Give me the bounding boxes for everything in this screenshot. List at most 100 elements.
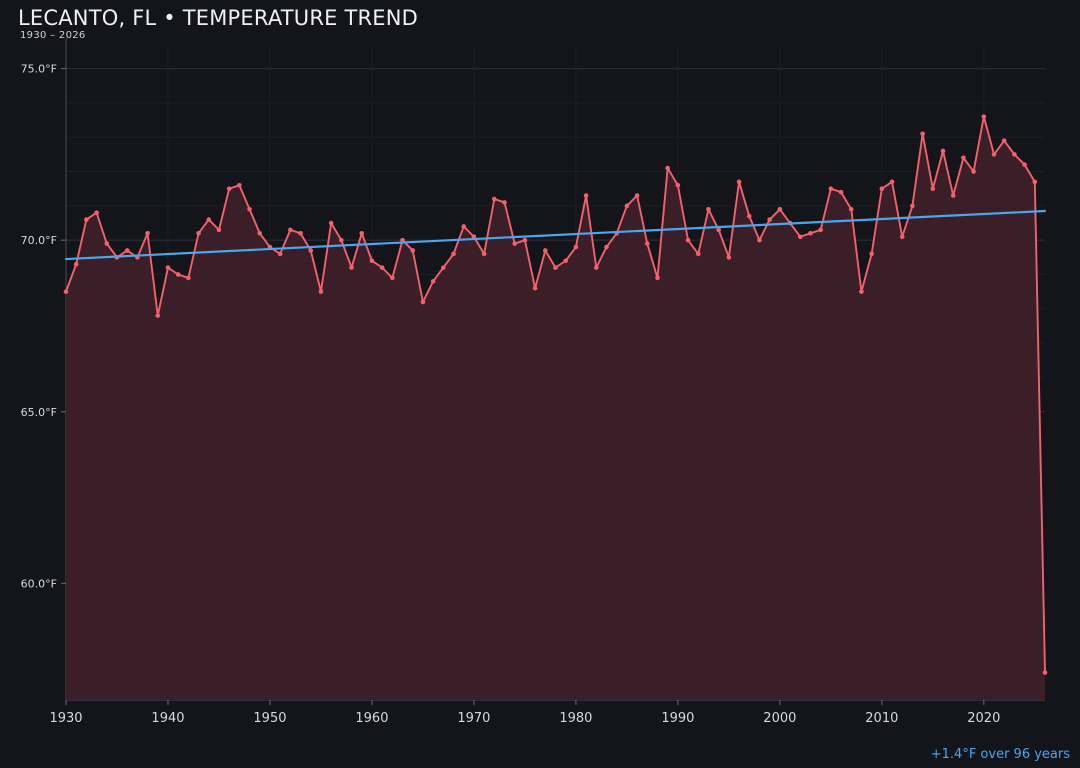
data-point-marker: [726, 255, 732, 260]
trend-summary-label: +1.4°F over 96 years: [930, 747, 1070, 762]
data-point-marker: [644, 241, 650, 246]
page-title: LECANTO, FL • TEMPERATURE TREND: [18, 6, 419, 30]
x-axis-tick-label: 1940: [151, 711, 184, 726]
y-axis-tick-label: 75.0°F: [21, 63, 57, 76]
data-point-marker: [675, 182, 681, 188]
data-point-marker: [349, 265, 354, 270]
data-point-marker: [553, 265, 558, 270]
data-point-marker: [624, 203, 630, 209]
data-point-marker: [63, 289, 69, 294]
data-point-marker: [879, 186, 885, 191]
x-axis-tick-label: 1950: [253, 711, 286, 726]
data-point-marker: [206, 217, 212, 222]
data-point-marker: [767, 217, 772, 222]
x-axis-tick-label: 1980: [559, 711, 592, 726]
data-point-marker: [910, 203, 915, 209]
trend-line: [64, 209, 1047, 261]
data-point-marker: [400, 237, 405, 243]
data-point-marker: [1042, 670, 1048, 675]
data-point-marker: [563, 258, 568, 264]
x-axis-tick-label: 1960: [355, 711, 388, 726]
data-point-marker: [237, 182, 242, 188]
data-point-marker: [777, 206, 783, 212]
data-point-marker: [175, 272, 181, 277]
data-point-marker: [461, 224, 467, 229]
data-point-marker: [971, 169, 976, 174]
data-point-marker: [257, 231, 263, 236]
y-axis-tick-label: 70.0°F: [21, 234, 57, 247]
data-point-marker: [950, 193, 956, 198]
data-point-marker: [298, 231, 303, 236]
data-point-marker: [848, 206, 854, 212]
x-axis-tick-label: 2000: [763, 711, 796, 726]
data-point-marker: [899, 234, 905, 240]
chart-subtitle: 1930 – 2026: [20, 30, 86, 41]
data-point-marker: [665, 165, 670, 171]
data-point-marker: [155, 313, 161, 318]
data-point-marker: [593, 265, 599, 270]
data-point-marker: [359, 231, 365, 236]
data-point-marker: [808, 231, 813, 236]
x-axis-tick-labels: 1930 1940 1950 1960 1970 1980 1990 2000 2010 2020: [49, 711, 1000, 726]
data-point-marker: [441, 265, 446, 270]
data-point-marker: [196, 231, 201, 236]
data-point-marker: [1001, 138, 1007, 143]
data-point-marker: [706, 206, 711, 212]
data-point-marker: [165, 265, 171, 270]
data-point-marker: [991, 152, 997, 157]
data-point-marker: [328, 220, 334, 226]
y-axis-tick-label: 60.0°F: [21, 577, 57, 590]
data-point-marker: [532, 285, 538, 291]
data-point-marker: [247, 206, 252, 212]
data-point-marker: [818, 227, 823, 233]
data-point-marker: [339, 237, 344, 243]
data-point-marker: [318, 289, 324, 294]
data-point-marker: [757, 237, 762, 243]
x-axis-tick-label: 2010: [865, 711, 898, 726]
data-point-marker: [869, 251, 874, 257]
data-point-marker: [502, 200, 507, 205]
data-point-marker: [145, 231, 150, 236]
data-point-marker: [451, 251, 456, 257]
data-point-marker: [390, 275, 395, 281]
data-point-marker: [216, 227, 222, 233]
series-area-path: [66, 116, 1045, 700]
data-point-marker: [512, 241, 518, 246]
data-point-marker: [655, 275, 660, 281]
data-point-marker: [492, 196, 497, 202]
y-axis-tick-labels: 75.0°F 70.0°F 65.0°F 60.0°F: [21, 63, 57, 591]
data-point-marker: [308, 248, 314, 253]
data-point-marker: [583, 193, 589, 198]
x-axis-tick-label: 1990: [661, 711, 694, 726]
data-point-marker: [573, 244, 579, 250]
data-point-marker: [797, 234, 803, 240]
data-point-marker: [930, 186, 936, 191]
data-point-marker: [746, 213, 752, 219]
data-point-marker: [940, 148, 946, 154]
data-point-marker: [1032, 179, 1038, 185]
data-point-marker: [889, 179, 895, 185]
data-point-marker: [961, 155, 966, 161]
data-point-marker: [104, 241, 110, 246]
x-axis-tick-label: 2020: [967, 711, 1000, 726]
data-point-marker: [369, 258, 375, 264]
data-point-marker: [736, 179, 742, 185]
data-point-marker: [94, 210, 99, 216]
data-point-marker: [410, 248, 416, 253]
series-markers: [63, 114, 1048, 675]
data-point-marker: [543, 248, 548, 253]
data-point-marker: [859, 289, 864, 294]
trend-line-path: [64, 209, 1047, 261]
data-point-marker: [685, 237, 691, 243]
data-point-marker: [73, 261, 79, 267]
data-point-marker: [695, 251, 701, 257]
y-axis-tick-label: 65.0°F: [21, 406, 57, 419]
data-point-marker: [634, 193, 640, 198]
data-point-marker: [420, 299, 426, 305]
data-point-marker: [277, 251, 283, 257]
data-point-marker: [288, 227, 293, 233]
data-point-marker: [481, 251, 487, 257]
data-point-marker: [186, 275, 191, 281]
